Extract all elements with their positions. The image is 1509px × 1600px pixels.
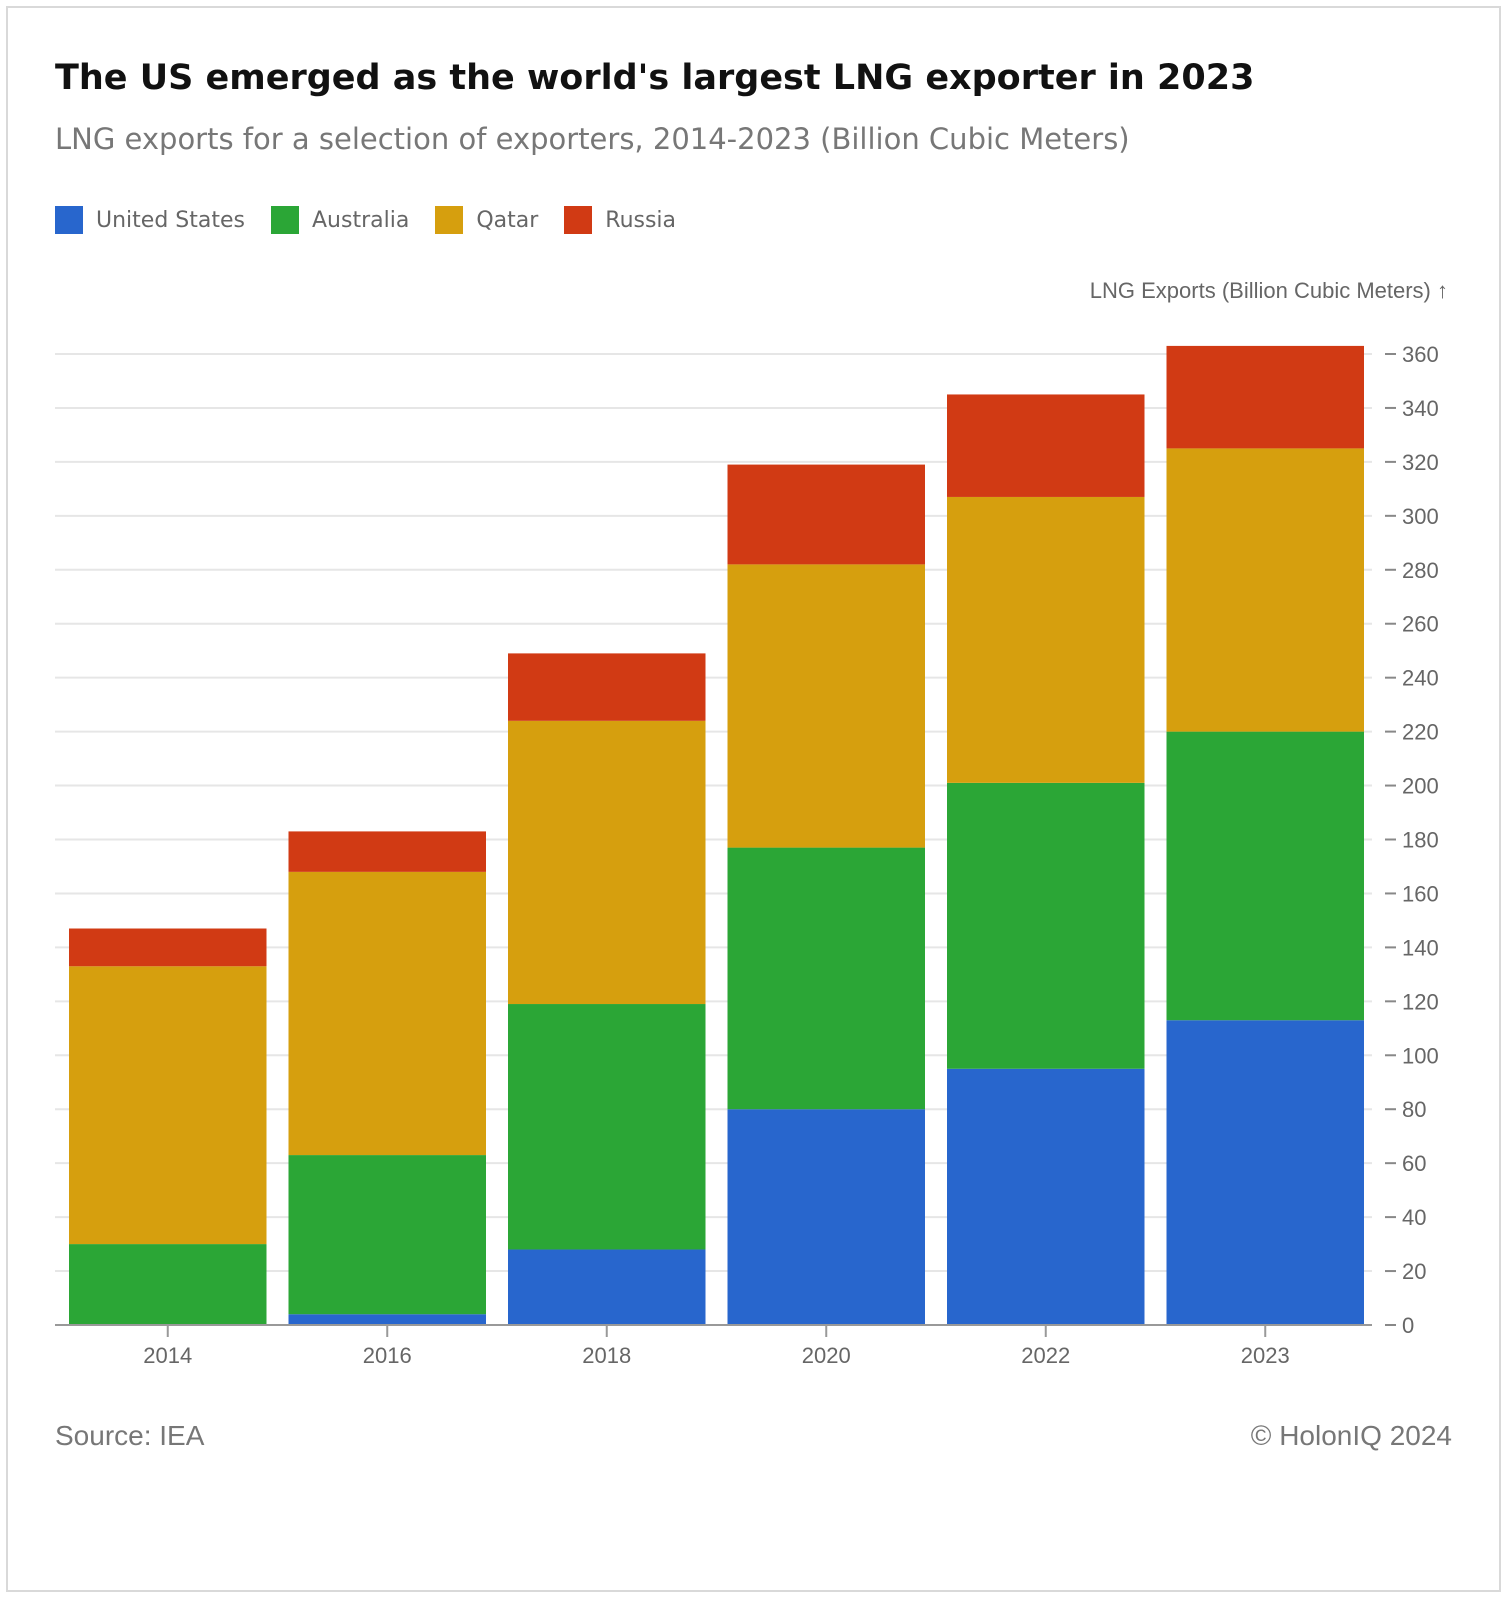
axes: 0 20 40 60 80 100 120 140 160 180 200 220 240 260 280 3… — [55, 342, 1439, 1368]
legend-label-qatar: Qatar — [476, 207, 539, 233]
legend-swatch-australia — [270, 206, 299, 234]
legend-item-russia[interactable]: Russia — [564, 206, 676, 234]
y-tick-label-200: 200 — [1402, 774, 1439, 799]
bar-united-states-2023[interactable] — [1166, 1020, 1365, 1325]
y-tick-label-80: 80 — [1402, 1097, 1426, 1122]
legend-label-united-states: United States — [96, 207, 245, 233]
chart-title: The US emerged as the world's largest LN… — [55, 58, 1255, 98]
legend-label-australia: Australia — [311, 207, 410, 233]
chart-subtitle: LNG exports for a selection of exporters… — [55, 122, 1130, 156]
bar-united-states-2020[interactable] — [727, 1109, 926, 1325]
y-tick-label-280: 280 — [1402, 558, 1439, 583]
y-tick-label-60: 60 — [1402, 1151, 1426, 1176]
y-tick-label-40: 40 — [1402, 1205, 1426, 1230]
bar-russia-2023[interactable] — [1166, 345, 1365, 449]
x-tick-label-2014: 2014 — [143, 1343, 192, 1368]
copyright-note: © HolonIQ 2024 — [1250, 1420, 1452, 1451]
bar-russia-2016[interactable] — [288, 831, 487, 872]
bar-qatar-2022[interactable] — [947, 496, 1145, 783]
x-tick-label-2016: 2016 — [363, 1343, 412, 1368]
y-tick-label-160: 160 — [1402, 881, 1439, 906]
legend-swatch-united-states — [55, 206, 83, 234]
x-tick-label-2020: 2020 — [802, 1343, 851, 1368]
bar-united-states-2018[interactable] — [508, 1249, 706, 1325]
y-tick-label-260: 260 — [1402, 612, 1439, 637]
y-tick-label-0: 0 — [1402, 1313, 1414, 1338]
bar-qatar-2023[interactable] — [1166, 448, 1365, 732]
y-tick-label-140: 140 — [1402, 935, 1439, 960]
bar-qatar-2020[interactable] — [727, 564, 926, 848]
x-tick-label-2023: 2023 — [1241, 1343, 1290, 1368]
y-tick-label-220: 220 — [1402, 720, 1439, 745]
bar-russia-2014[interactable] — [69, 928, 267, 967]
bar-russia-2020[interactable] — [727, 464, 926, 565]
bar-qatar-2018[interactable] — [508, 720, 706, 1005]
y-tick-label-320: 320 — [1402, 450, 1439, 475]
legend-item-australia[interactable]: Australia — [270, 206, 410, 234]
y-axis-label: LNG Exports (Billion Cubic Meters) ↑ — [1090, 278, 1448, 303]
bars — [69, 345, 1365, 1325]
legend-swatch-qatar — [435, 206, 464, 234]
bar-united-states-2016[interactable] — [288, 1314, 487, 1325]
bar-russia-2018[interactable] — [508, 653, 706, 721]
bar-australia-2014[interactable] — [69, 1244, 267, 1325]
bar-qatar-2016[interactable] — [288, 871, 487, 1156]
y-tick-label-120: 120 — [1402, 989, 1439, 1014]
legend: United States Australia Qatar Russia — [55, 206, 702, 234]
bar-australia-2018[interactable] — [508, 1004, 706, 1250]
legend-item-united-states[interactable]: United States — [55, 206, 245, 234]
y-tick-label-240: 240 — [1402, 666, 1439, 691]
y-tick-label-180: 180 — [1402, 828, 1439, 853]
bar-australia-2022[interactable] — [947, 782, 1145, 1069]
x-tick-label-2022: 2022 — [1021, 1343, 1070, 1368]
legend-label-russia: Russia — [605, 207, 677, 233]
legend-swatch-russia — [564, 206, 593, 234]
y-tick-label-20: 20 — [1402, 1259, 1426, 1284]
gridlines — [55, 353, 1372, 1273]
bar-united-states-2022[interactable] — [947, 1068, 1145, 1325]
bar-qatar-2014[interactable] — [69, 966, 267, 1245]
y-tick-label-360: 360 — [1402, 342, 1439, 367]
y-tick-label-300: 300 — [1402, 504, 1439, 529]
bar-australia-2020[interactable] — [727, 847, 926, 1110]
bar-russia-2022[interactable] — [947, 394, 1145, 497]
stacked-bar-chart: 0 20 40 60 80 100 120 140 160 180 200 220 240 260 280 3… — [55, 278, 1448, 1368]
x-tick-label-2018: 2018 — [582, 1343, 631, 1368]
legend-item-qatar[interactable]: Qatar — [435, 206, 538, 234]
y-tick-label-100: 100 — [1402, 1043, 1439, 1068]
bar-australia-2016[interactable] — [288, 1155, 487, 1315]
bar-australia-2023[interactable] — [1166, 731, 1365, 1021]
source-note: Source: IEA — [55, 1420, 205, 1451]
y-tick-label-340: 340 — [1402, 396, 1439, 421]
